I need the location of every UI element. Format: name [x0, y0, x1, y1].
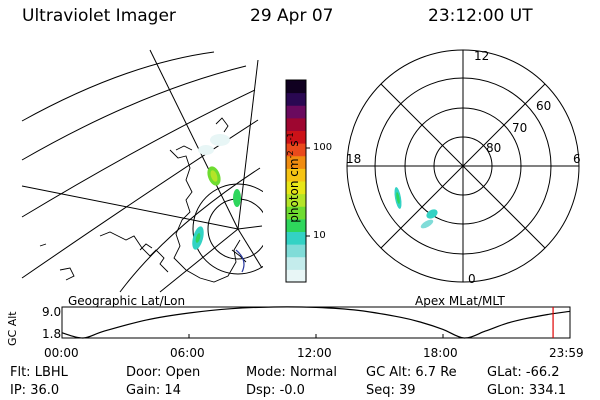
colorbar-band	[286, 206, 306, 220]
mlat-label-60: 60	[536, 99, 551, 113]
colorbar	[285, 79, 310, 283]
status-gain: Gain: 14	[126, 383, 181, 398]
colorbar-band	[286, 105, 306, 119]
mlt-label-6: 6	[573, 152, 581, 166]
time-tick-06: 06:00	[170, 346, 205, 360]
status-mode: Mode: Normal	[246, 365, 337, 380]
altitude-ytick-1-8: 1.8	[42, 327, 61, 341]
altitude-ytick-9: 9.0	[42, 305, 61, 319]
polar-panel-label: Apex MLat/MLT	[415, 294, 505, 308]
geographic-map	[21, 49, 263, 293]
colorbar-band	[286, 117, 306, 131]
altitude-ylabel: GC Alt	[6, 311, 19, 346]
polar-plot: 12 18 6 0 60 70 80	[346, 49, 581, 286]
time-tick-2359: 23:59	[549, 346, 584, 360]
colorbar-band	[286, 218, 306, 232]
status-ip: IP: 36.0	[10, 383, 60, 398]
colorbar-band	[286, 269, 306, 283]
colorbar-unit-label: photon cm-2 s-1	[286, 132, 301, 223]
instrument-title: Ultraviolet Imager	[22, 6, 176, 26]
mlt-label-18: 18	[346, 152, 361, 166]
observation-date: 29 Apr 07	[250, 6, 334, 26]
observation-time: 23:12:00 UT	[428, 6, 533, 26]
colorbar-band	[286, 193, 306, 207]
colorbar-band	[286, 231, 306, 245]
aurora-emission-polar	[394, 187, 438, 229]
colorbar-band	[286, 168, 306, 182]
status-glon: GLon: 334.1	[487, 383, 567, 398]
colorbar-band	[286, 130, 306, 144]
mlat-label-70: 70	[512, 121, 527, 135]
colorbar-band	[286, 244, 306, 258]
colorbar-band	[286, 155, 306, 169]
mlat-label-80: 80	[486, 141, 501, 155]
coastlines	[39, 117, 247, 283]
mlt-label-0: 0	[468, 272, 476, 286]
status-gc-alt: GC Alt: 6.7 Re	[366, 365, 457, 380]
altitude-plot-frame	[61, 306, 571, 339]
status-glat: GLat: -66.2	[487, 365, 560, 380]
colorbar-band	[286, 92, 306, 106]
geographic-panel-label: Geographic Lat/Lon	[68, 294, 186, 308]
time-tick-00: 00:00	[44, 346, 79, 360]
status-dsp: Dsp: -0.0	[246, 383, 305, 398]
colorbar-band	[286, 80, 306, 94]
aurora-emission-geo	[192, 134, 241, 250]
colorbar-band	[286, 256, 306, 270]
map-graticule	[21, 49, 263, 293]
status-door: Door: Open	[126, 365, 201, 380]
colorbar-tick-100: 100	[313, 142, 333, 153]
time-tick-18: 18:00	[423, 346, 458, 360]
colorbar-tick-10: 10	[313, 230, 326, 241]
terminator-line	[235, 249, 245, 273]
mlt-label-12: 12	[474, 49, 489, 63]
altitude-curve	[61, 306, 571, 339]
altitude-chart: 9.0 1.8 GC Alt	[6, 305, 571, 346]
time-tick-12: 12:00	[297, 346, 332, 360]
colorbar-band	[286, 181, 306, 195]
status-flt: Flt: LBHL	[10, 365, 68, 380]
status-seq: Seq: 39	[366, 383, 416, 398]
colorbar-band	[286, 143, 306, 157]
